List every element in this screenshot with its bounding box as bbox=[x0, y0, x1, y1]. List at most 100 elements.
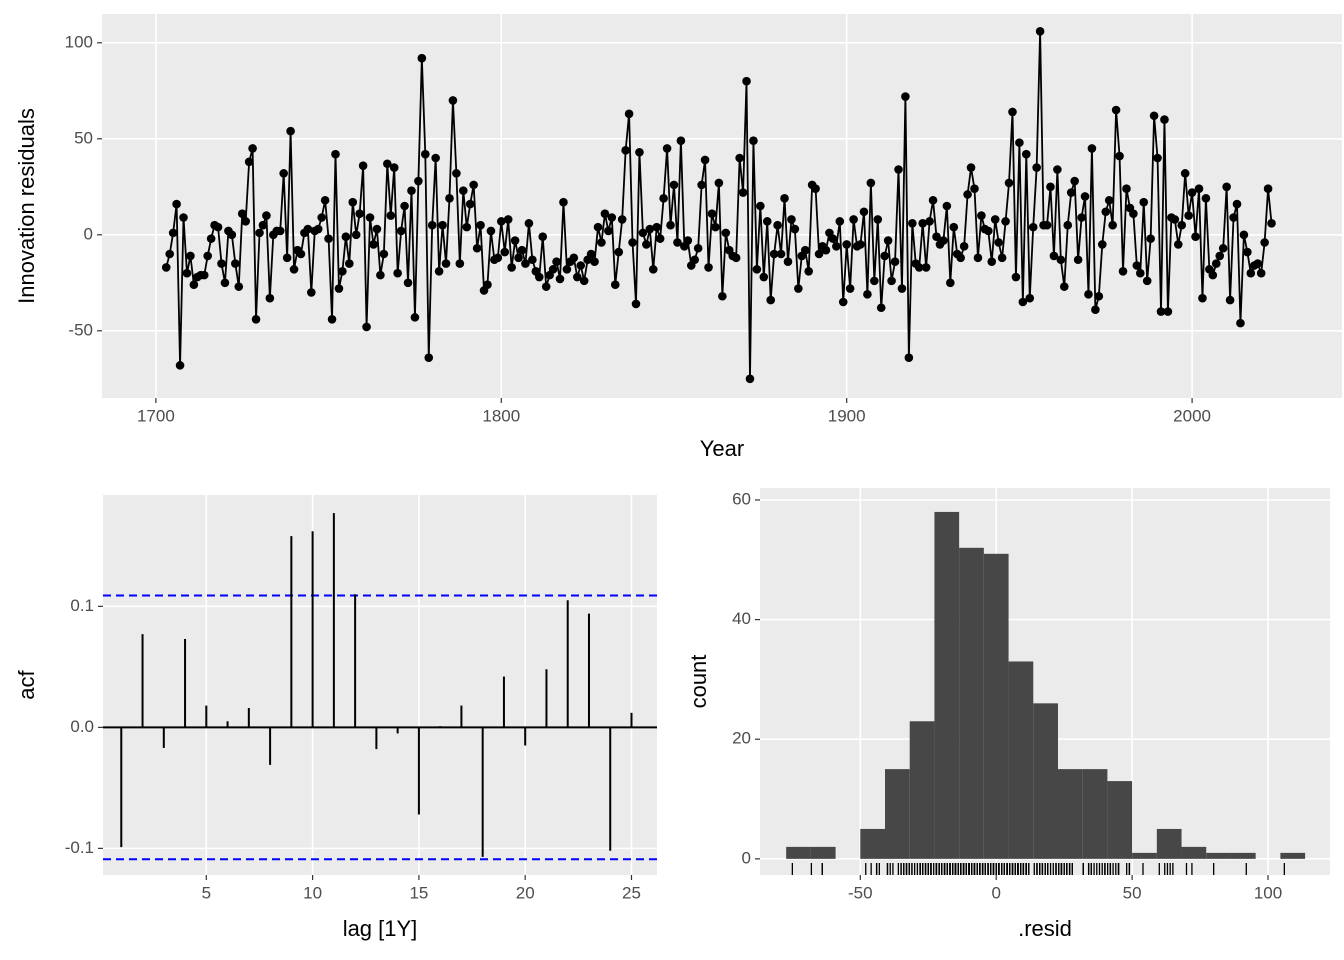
y-tick-label: 50 bbox=[74, 128, 93, 147]
point bbox=[313, 224, 323, 234]
point bbox=[1263, 184, 1273, 194]
point bbox=[424, 353, 434, 362]
point bbox=[1156, 307, 1166, 316]
point bbox=[1184, 211, 1193, 220]
point bbox=[690, 255, 700, 265]
histogram-bar bbox=[909, 721, 935, 859]
point bbox=[1066, 188, 1076, 197]
point bbox=[963, 190, 972, 199]
x-tick-label: 10 bbox=[303, 883, 322, 902]
point bbox=[790, 224, 800, 234]
point bbox=[621, 146, 630, 155]
point bbox=[538, 232, 548, 242]
histogram-bar bbox=[786, 846, 811, 859]
x-axis-title: lag [1Y] bbox=[343, 916, 418, 941]
point bbox=[1132, 261, 1142, 270]
point bbox=[317, 213, 326, 222]
point bbox=[569, 253, 579, 263]
histogram-bar bbox=[1107, 781, 1133, 859]
point bbox=[1243, 247, 1252, 257]
point bbox=[227, 230, 237, 240]
point bbox=[237, 209, 247, 218]
point bbox=[262, 211, 271, 220]
point bbox=[1025, 293, 1035, 303]
point bbox=[248, 144, 257, 153]
histogram-bar bbox=[934, 511, 960, 859]
y-axis-title: count bbox=[686, 655, 711, 709]
panel-background bbox=[102, 14, 1342, 398]
point bbox=[514, 253, 523, 263]
point bbox=[496, 217, 506, 226]
point bbox=[483, 280, 492, 290]
point bbox=[628, 238, 637, 247]
point bbox=[683, 236, 693, 245]
x-tick-label: 0 bbox=[991, 883, 1000, 902]
point bbox=[783, 257, 793, 266]
point bbox=[258, 220, 268, 230]
point bbox=[600, 209, 610, 218]
point bbox=[1191, 232, 1200, 242]
point bbox=[213, 222, 223, 232]
point bbox=[234, 282, 244, 291]
point bbox=[873, 215, 883, 224]
point bbox=[956, 253, 965, 263]
point bbox=[787, 215, 796, 224]
point bbox=[179, 213, 188, 222]
histogram-bar bbox=[1132, 852, 1157, 859]
point bbox=[206, 234, 216, 243]
point bbox=[866, 178, 876, 188]
point bbox=[376, 270, 385, 280]
point bbox=[165, 249, 174, 259]
point bbox=[1149, 111, 1159, 121]
point bbox=[942, 201, 952, 211]
point bbox=[773, 220, 782, 230]
point bbox=[244, 157, 254, 167]
point bbox=[662, 144, 672, 153]
point bbox=[472, 243, 482, 253]
point bbox=[918, 218, 927, 228]
point bbox=[548, 265, 558, 274]
y-tick-label: 0.0 bbox=[70, 717, 94, 736]
histogram-bar bbox=[860, 828, 886, 859]
point bbox=[752, 265, 762, 274]
point bbox=[1097, 240, 1107, 249]
point bbox=[631, 299, 641, 309]
x-tick-label: 2000 bbox=[1173, 406, 1211, 425]
point bbox=[1015, 138, 1024, 147]
point bbox=[597, 238, 606, 247]
histogram-bar bbox=[1057, 769, 1083, 859]
histogram-bar bbox=[885, 769, 910, 859]
point bbox=[876, 303, 886, 313]
point bbox=[776, 249, 786, 259]
point bbox=[1004, 178, 1014, 188]
panel-background bbox=[103, 495, 657, 875]
point bbox=[275, 226, 285, 236]
point bbox=[1087, 144, 1097, 153]
point bbox=[966, 163, 976, 172]
point bbox=[769, 249, 779, 259]
point bbox=[189, 280, 199, 290]
x-tick-label: 1900 bbox=[828, 406, 866, 425]
point bbox=[576, 261, 586, 270]
histogram-bar bbox=[1008, 661, 1034, 859]
point bbox=[1163, 307, 1173, 316]
point bbox=[635, 147, 644, 157]
point bbox=[890, 257, 900, 266]
point bbox=[908, 218, 917, 228]
point bbox=[396, 226, 406, 236]
point bbox=[804, 266, 813, 276]
y-tick-label: 0.1 bbox=[70, 596, 94, 615]
point bbox=[1073, 255, 1083, 265]
point bbox=[1042, 220, 1052, 230]
histogram-bar bbox=[1033, 703, 1058, 859]
y-tick-label: 40 bbox=[732, 609, 751, 628]
point bbox=[735, 153, 744, 163]
point bbox=[711, 222, 720, 232]
point bbox=[939, 236, 948, 245]
point bbox=[1129, 209, 1138, 218]
point bbox=[1253, 259, 1263, 268]
point bbox=[386, 211, 396, 220]
point bbox=[1122, 184, 1131, 194]
point bbox=[925, 217, 934, 226]
